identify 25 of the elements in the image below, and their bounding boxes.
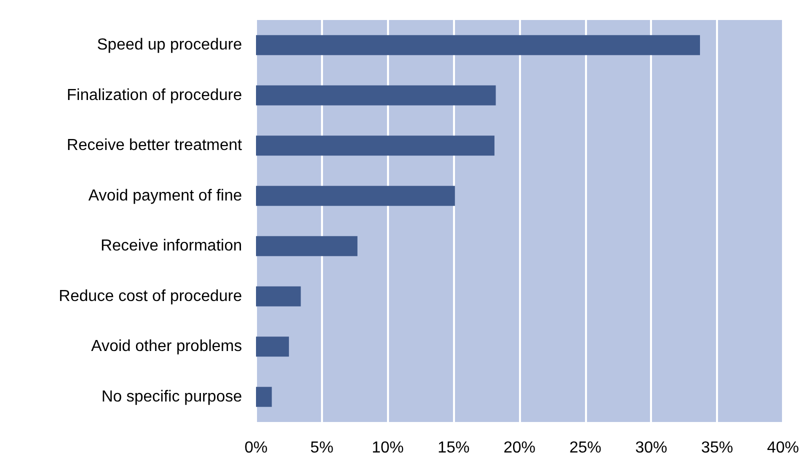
- x-tick-label: 0%: [244, 440, 268, 456]
- x-tick-label: 40%: [766, 440, 800, 456]
- x-tick-label: 10%: [372, 440, 404, 456]
- y-tick-label: No specific purpose: [101, 388, 242, 406]
- x-tick-label: 25%: [569, 440, 602, 456]
- bar: [256, 186, 455, 206]
- bar: [256, 85, 496, 106]
- bar: [256, 286, 301, 306]
- bar: [256, 236, 358, 256]
- bar: [256, 336, 289, 357]
- y-tick-label: Finalization of procedure: [66, 86, 242, 104]
- x-tick-label: 15%: [438, 440, 470, 456]
- x-tick-label: 30%: [635, 440, 668, 456]
- bar: [256, 386, 272, 407]
- y-tick-label: Avoid other problems: [91, 338, 242, 356]
- x-tick-label: 20%: [503, 440, 536, 456]
- y-tick-label: Reduce cost of procedure: [58, 288, 242, 305]
- x-tick-label: 5%: [310, 440, 334, 456]
- y-tick-label: Speed up procedure: [97, 36, 242, 54]
- y-tick-label: Receive better treatment: [66, 137, 243, 154]
- bar: [256, 136, 494, 156]
- y-tick-label: Avoid payment of fine: [88, 187, 242, 204]
- y-tick-label: Receive information: [100, 238, 242, 255]
- x-tick-label: 35%: [701, 440, 734, 456]
- bar: [256, 35, 700, 56]
